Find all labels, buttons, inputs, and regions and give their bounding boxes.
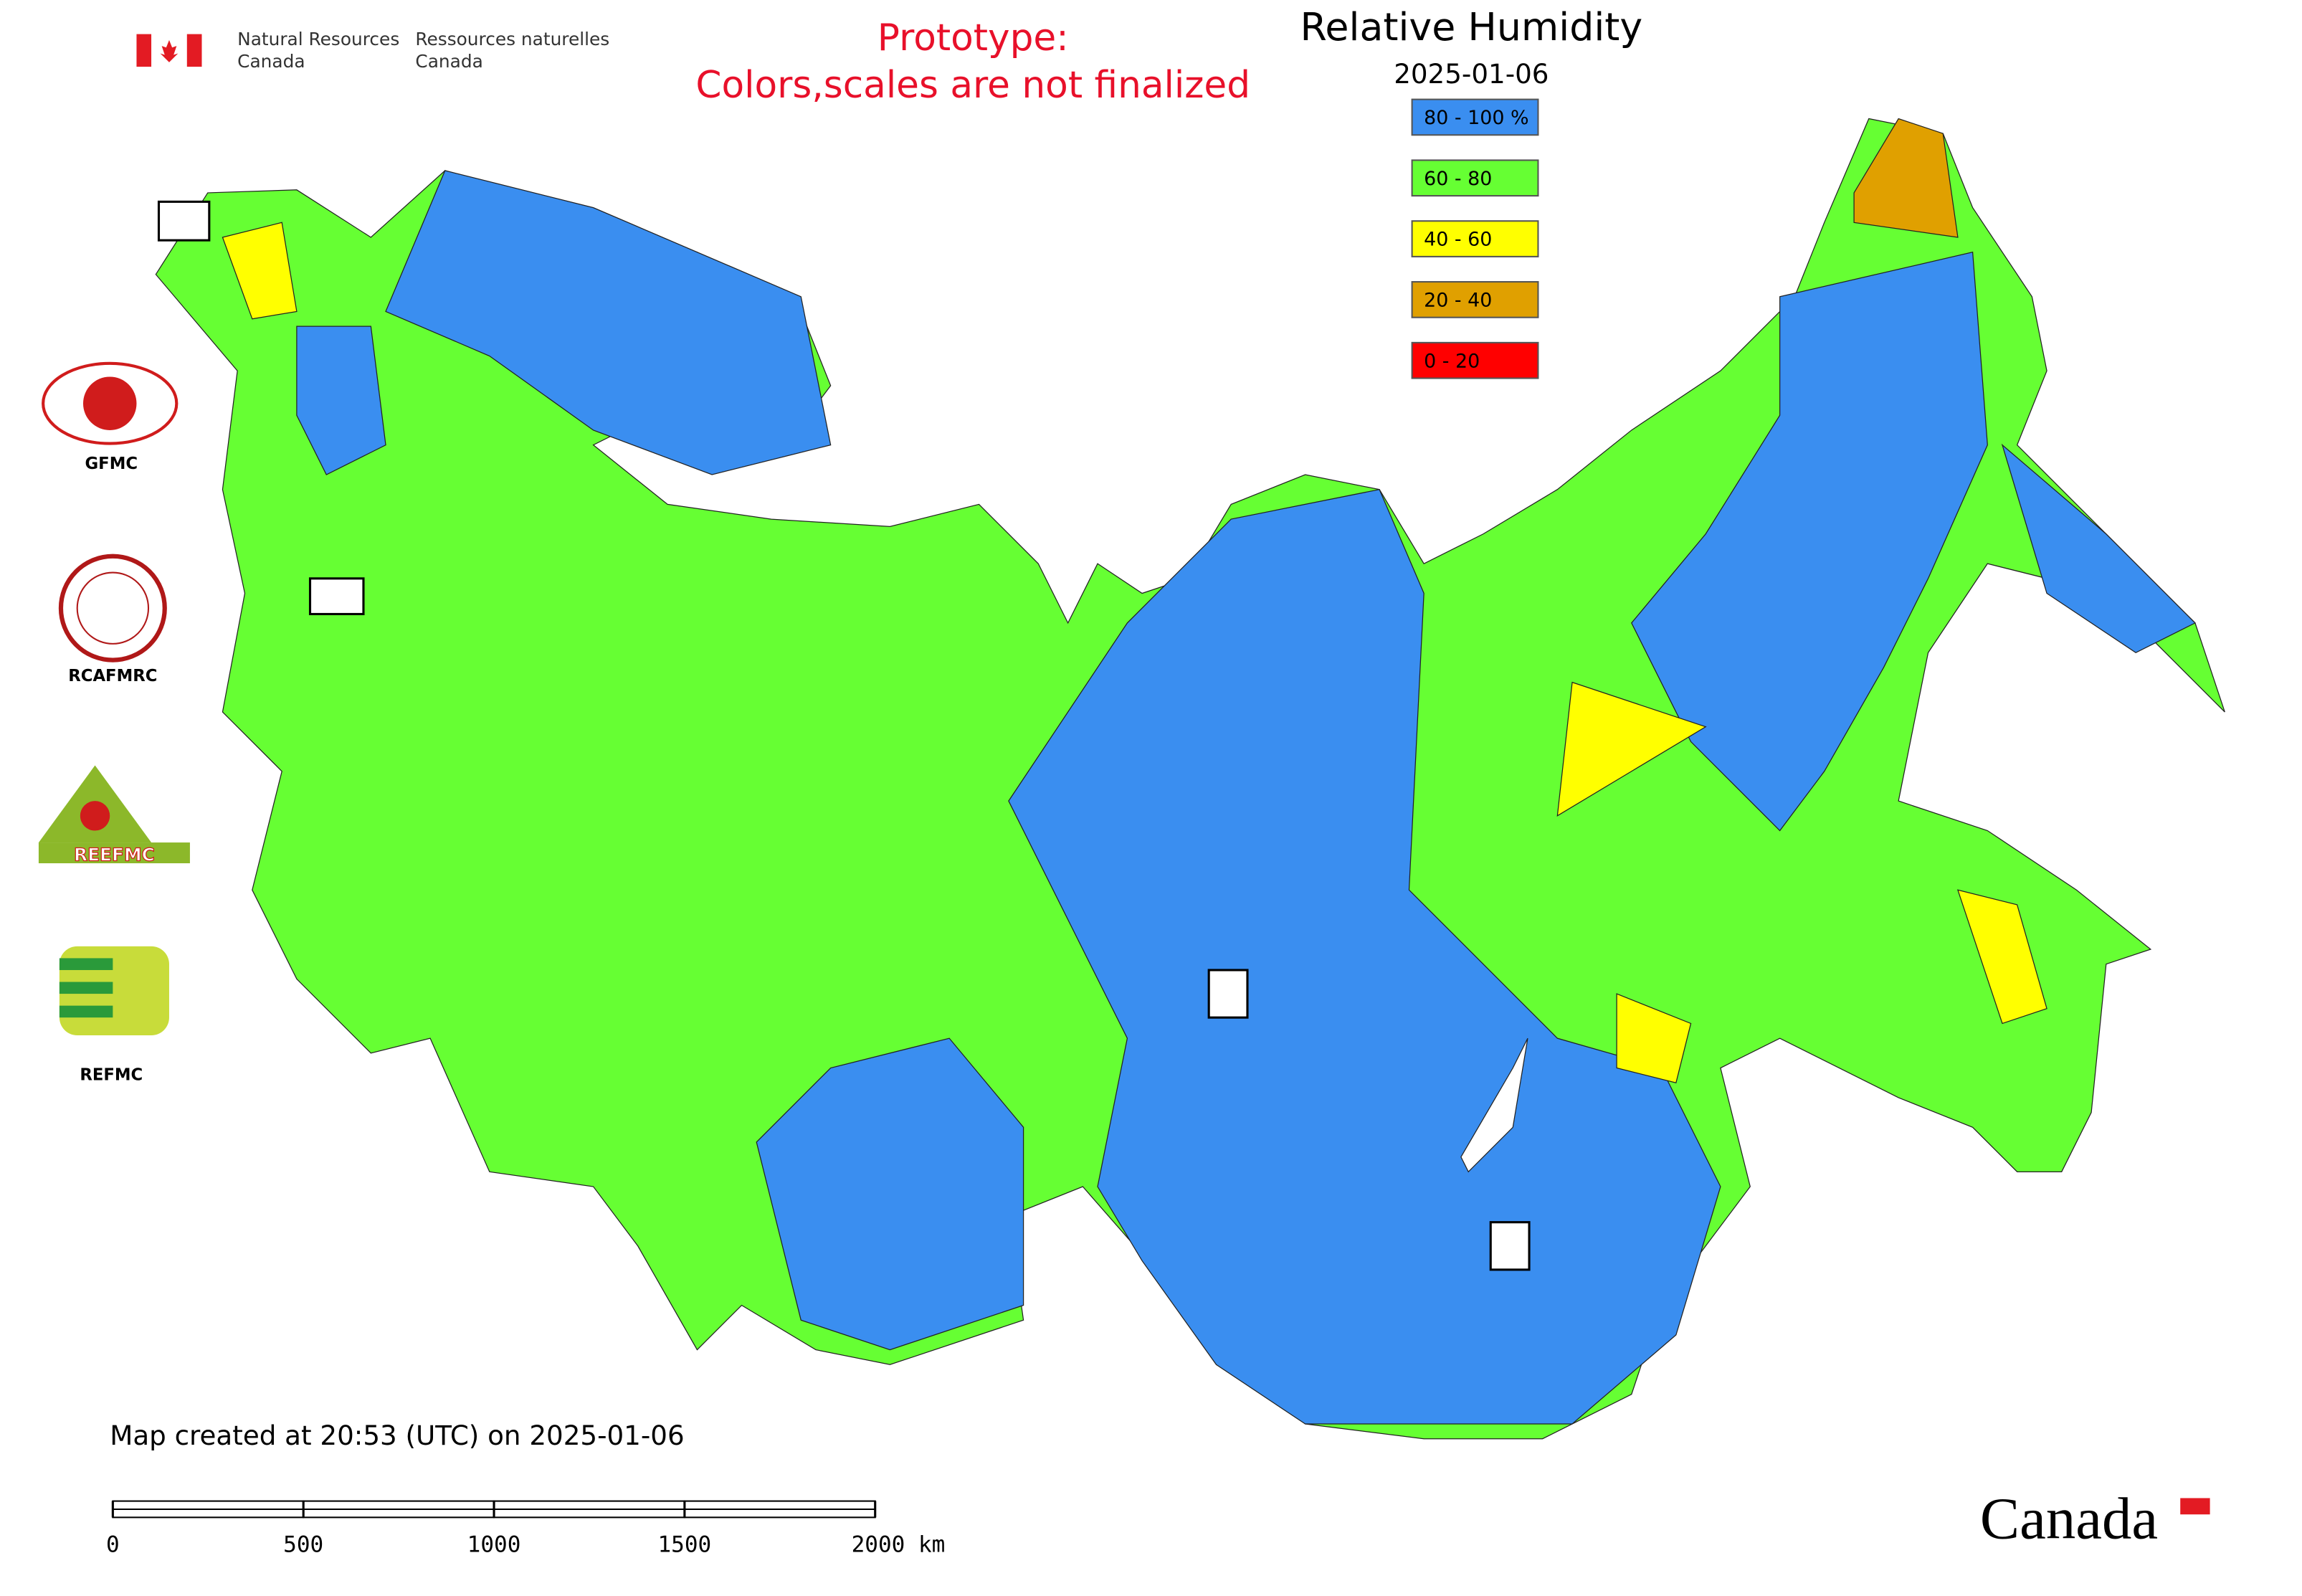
title: Relative Humidity	[1300, 4, 1643, 49]
scale-label: 0	[106, 1532, 120, 1558]
scale-label: 1500	[658, 1532, 712, 1558]
footer: Map created at 20:53 (UTC) on 2025-01-06	[110, 1420, 684, 1451]
map-logo	[1207, 969, 1249, 1019]
land-region	[1853, 118, 1959, 238]
notice: Colors,scales are not finalized	[695, 64, 1250, 107]
refmc-logo	[59, 946, 169, 1036]
land-region	[1956, 889, 2047, 1025]
legend-swatch	[1411, 281, 1539, 318]
map-logo	[1489, 1221, 1531, 1271]
lake-baikal	[1460, 1037, 1528, 1173]
gfmc-logo	[42, 361, 179, 445]
legend-swatch	[1411, 341, 1539, 379]
land-region	[385, 170, 832, 475]
land-region	[1631, 251, 1988, 832]
legend-swatch	[1411, 159, 1539, 197]
land-region	[1616, 993, 1692, 1083]
reefmc-logo	[38, 765, 190, 864]
land-region	[1556, 681, 1707, 817]
scale-label: 500	[283, 1532, 323, 1558]
map-logo	[308, 577, 365, 616]
notice: Prototype:	[877, 16, 1069, 60]
partner-label: REEFMC	[74, 845, 155, 865]
legend-label: 0 - 20	[1424, 350, 1480, 372]
rcafmrc-logo	[58, 554, 167, 662]
agency-en: Canada	[237, 51, 305, 72]
land-region	[2001, 443, 2196, 653]
agency-en: Natural Resources	[237, 29, 399, 49]
wordmark: Canada	[1980, 1486, 2158, 1552]
legend-label: 20 - 40	[1424, 289, 1492, 311]
date: 2025-01-06	[1394, 58, 1549, 90]
partner-label: RCAFMRC	[68, 667, 157, 685]
land-region	[222, 222, 298, 320]
land-region	[1008, 488, 1721, 1425]
legend-label: 40 - 60	[1424, 229, 1492, 251]
legend: 80 - 100 % 60 - 80 40 - 60 20 - 40 0 - 20	[1411, 98, 1539, 379]
agency-fr: Canada	[415, 51, 482, 72]
scale-label: 2000 km	[852, 1532, 946, 1558]
scale-bar: 0 500 1000 1500 2000 km	[106, 1500, 946, 1558]
land-region	[296, 326, 386, 475]
nrcan-flag	[136, 34, 202, 67]
humidity-map	[155, 118, 2225, 1440]
land-region	[756, 1037, 1024, 1351]
map-logo	[157, 200, 211, 242]
agency-fr: Ressources naturelles	[415, 29, 609, 49]
legend-swatch	[1411, 220, 1539, 257]
scale-label: 1000	[467, 1532, 521, 1558]
canada-wordmark: Canada	[1980, 1486, 2210, 1552]
partner-label: REFMC	[80, 1065, 143, 1084]
legend-label: 80 - 100 %	[1424, 107, 1528, 129]
legend-swatch	[1411, 98, 1539, 136]
partner-label: GFMC	[85, 455, 138, 473]
legend-label: 60 - 80	[1424, 168, 1492, 190]
